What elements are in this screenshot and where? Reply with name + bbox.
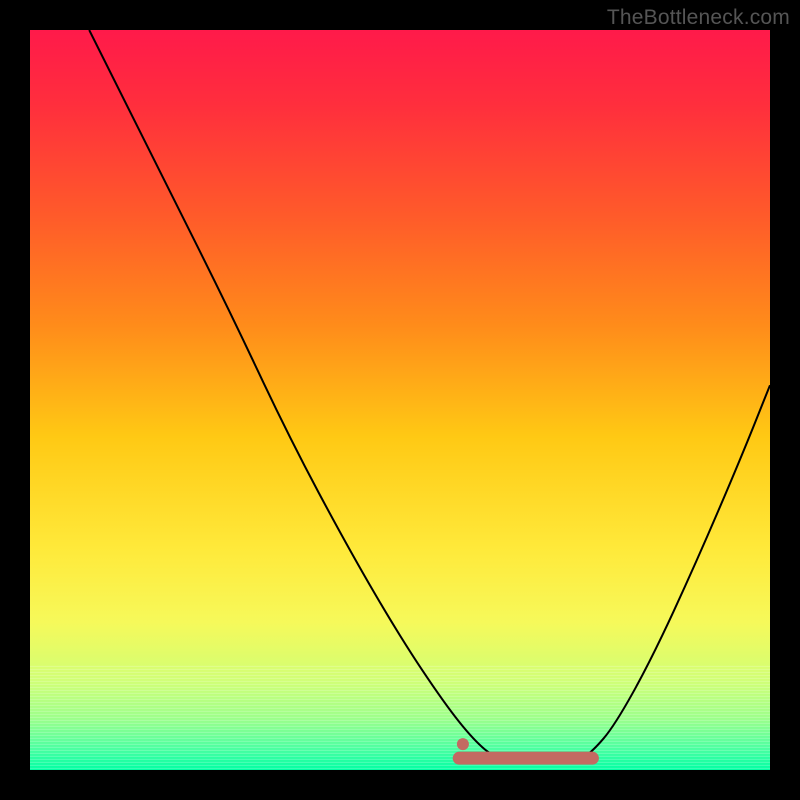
gradient-background [30,30,770,770]
bottleneck-chart [0,0,800,800]
watermark-text: TheBottleneck.com [607,6,790,30]
band-lines [30,666,770,768]
